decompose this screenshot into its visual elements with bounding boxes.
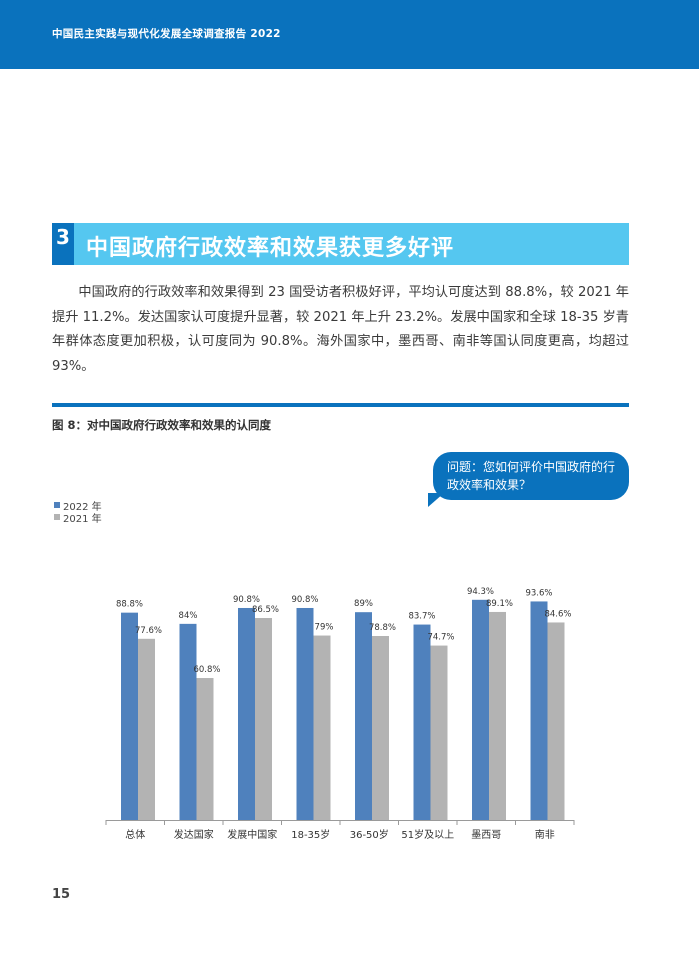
data-label-2022-5: 83.7% [408,612,435,622]
x-tick-label-0: 总体 [125,828,145,841]
data-label-2021-4: 78.8% [369,623,396,633]
x-tick-label-3: 18-35岁 [291,828,330,841]
section-number: 3 [52,223,74,265]
bar-2021-6 [489,611,506,820]
x-tick-label-2: 发展中国家 [227,828,277,841]
bar-2021-3 [313,635,331,820]
bar-2022-2 [238,607,255,820]
bar-2021-2 [255,618,272,820]
question-bubble: 问题：您如何评价中国政府的行政效率和效果？ [433,452,629,500]
data-label-2022-4: 89% [354,599,373,609]
data-label-2021-6: 89.1% [486,599,513,609]
data-label-2022-0: 88.8% [116,600,143,610]
data-label-2022-2: 90.8% [233,595,260,605]
legend-item-2022: 2022 年 [54,499,102,513]
question-text: 问题：您如何评价中国政府的行政效率和效果？ [447,460,616,492]
data-label-2021-7: 84.6% [544,609,571,619]
x-tick-label-7: 南非 [535,828,555,841]
body-paragraph: 中国政府的行政效率和效果得到 23 国受访者积极好评，平均认可度达到 88.8%… [52,285,629,374]
legend-label-2021: 2021 年 [63,513,102,525]
x-tick-label-6: 墨西哥 [471,829,501,841]
bar-2022-3 [296,607,314,820]
legend-label-2022: 2022 年 [63,501,102,513]
bar-2022-5 [413,624,431,820]
bar-2021-4 [372,636,389,820]
data-label-2021-3: 79% [315,623,334,633]
chart-legend: 2022 年 2021 年 [54,499,102,525]
figure-caption: 图 8：对中国政府行政效率和效果的认同度 [52,418,272,432]
data-label-2022-1: 84% [179,611,198,621]
x-tick-label-1: 发达国家 [174,828,214,841]
bar-2022-4 [355,612,372,820]
section-heading: 3 中国政府行政效率和效果获更多好评 [52,223,629,265]
bar-2022-0 [121,612,138,820]
page-number: 15 [52,887,71,902]
section-title: 中国政府行政效率和效果获更多好评 [86,236,455,261]
bar-2022-6 [472,599,489,820]
bar-2021-0 [138,638,155,820]
header-bar: 中国民主实践与现代化发展全球调查报告 2022 [0,0,699,69]
data-label-2022-7: 93.6% [525,588,552,598]
bar-2021-5 [430,645,448,820]
legend-item-2021: 2021 年 [54,511,102,525]
x-tick-label-5: 51岁及以上 [401,828,454,841]
legend-swatch-2021 [54,514,60,520]
data-label-2022-6: 94.3% [467,587,494,597]
bar-2022-1 [179,623,197,820]
x-tick-label-4: 36-50岁 [350,828,389,841]
data-label-2022-3: 90.8% [291,595,318,605]
data-label-2021-5: 74.7% [427,633,454,643]
data-label-2021-1: 60.8% [193,665,220,675]
data-label-2021-0: 77.6% [135,626,162,636]
data-label-2021-2: 86.5% [252,605,279,615]
bar-2022-7 [530,601,548,820]
bar-2021-7 [547,622,565,820]
figure-divider [52,403,629,407]
report-title: 中国民主实践与现代化发展全球调查报告 2022 [52,28,281,40]
bar-2021-1 [196,678,214,820]
legend-swatch-2022 [54,502,60,508]
